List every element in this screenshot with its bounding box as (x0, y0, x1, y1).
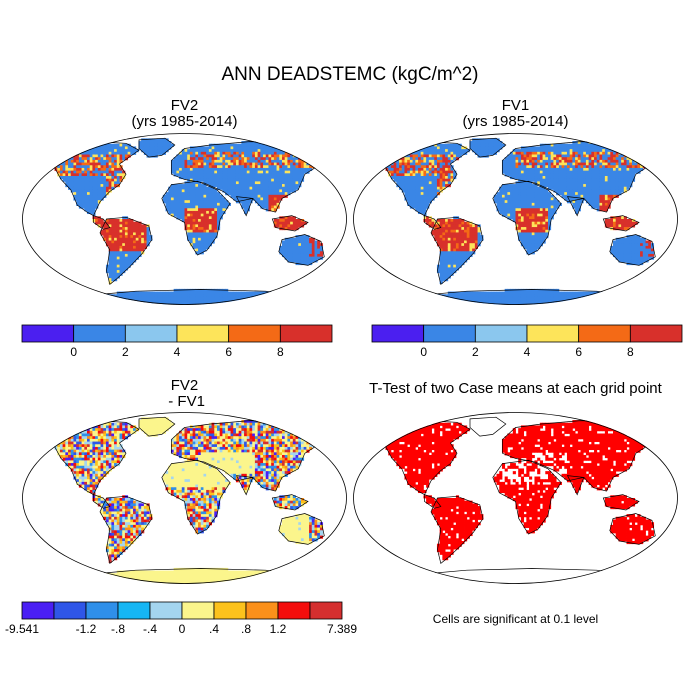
panel-fv1-subtitle: (yrs 1985-2014) (462, 113, 569, 130)
colorbar-tick-label: 0 (420, 345, 427, 359)
colorbar-tick-label: -.4 (143, 622, 157, 636)
colorbar-tick-label: 7.389 (327, 622, 357, 636)
colorbar-tick-label: 0 (70, 345, 77, 359)
colorbar-swatch (85, 601, 119, 620)
colorbar-fv2: 0 2 4 6 8 (21, 324, 333, 359)
figure-title: ANN DEADSTEMC (kgC/m^2) (221, 64, 479, 85)
colorbar-swatch (228, 324, 281, 343)
colorbar-tick-label: 6 (225, 345, 232, 359)
colorbar-tick-label: .4 (209, 622, 219, 636)
panel-diff-title: FV2 (170, 377, 199, 394)
map-ttest (353, 412, 678, 584)
panel-ttest-title: T-Test of two Case means at each grid po… (369, 380, 662, 397)
colorbar-swatch (423, 324, 476, 343)
colorbar-tick-label: -9.541 (5, 622, 39, 636)
map-diff (22, 412, 347, 584)
colorbar-swatch (526, 324, 580, 343)
panel-fv2-subtitle: (yrs 1985-2014) (131, 113, 238, 130)
colorbar-tick-label: 4 (174, 345, 181, 359)
colorbar-swatch (213, 601, 247, 620)
panel-fv1-title: FV1 (501, 97, 530, 114)
colorbar-tick-label: .8 (241, 622, 251, 636)
colorbar-swatch (371, 324, 425, 343)
colorbar-tick-label: 0 (179, 622, 186, 636)
colorbar-swatch (149, 601, 183, 620)
colorbar-swatch (245, 601, 279, 620)
colorbar-swatch (117, 601, 151, 620)
colorbar-swatch (309, 601, 343, 620)
colorbar-tick-label: 8 (627, 345, 634, 359)
colorbar-swatch (124, 324, 178, 343)
colorbar-swatch (53, 601, 87, 620)
colorbar-swatch (73, 324, 126, 343)
colorbar-tick-label: 6 (575, 345, 582, 359)
colorbar-tick-label: -1.2 (76, 622, 97, 636)
panel-fv1-header: FV1 (yrs 1985-2014) (353, 98, 678, 130)
colorbar-tick-label: -.8 (111, 622, 125, 636)
colorbar-swatch (279, 324, 333, 343)
colorbar-tick-label: 1.2 (270, 622, 287, 636)
colorbar-tick-label: 2 (472, 345, 479, 359)
panel-fv2-title: FV2 (170, 97, 199, 114)
ttest-note: Cells are significant at 0.1 level (432, 612, 599, 626)
colorbar-swatch (21, 601, 55, 620)
colorbar-tick-label: 2 (122, 345, 129, 359)
panel-diff-header: FV2 - FV1 (22, 378, 347, 410)
colorbar-swatch (474, 324, 528, 343)
map-fv2 (22, 133, 347, 305)
colorbar-tick-label: 4 (524, 345, 531, 359)
colorbar-tick-label: 8 (277, 345, 284, 359)
colorbar-fv1: 0 2 4 6 8 (371, 324, 683, 359)
panel-diff-subtitle: - FV1 (164, 393, 205, 410)
colorbar-swatch (176, 324, 230, 343)
colorbar-swatch (181, 601, 215, 620)
panel-fv2-header: FV2 (yrs 1985-2014) (22, 98, 347, 130)
colorbar-swatch (629, 324, 683, 343)
colorbar-swatch (21, 324, 75, 343)
colorbar-diff: -9.541 -1.2 -.8 -.4 0 .4 .8 1.2 7.389 (5, 601, 357, 636)
map-fv1 (353, 133, 678, 305)
colorbar-swatch (277, 601, 311, 620)
colorbar-swatch (578, 324, 631, 343)
